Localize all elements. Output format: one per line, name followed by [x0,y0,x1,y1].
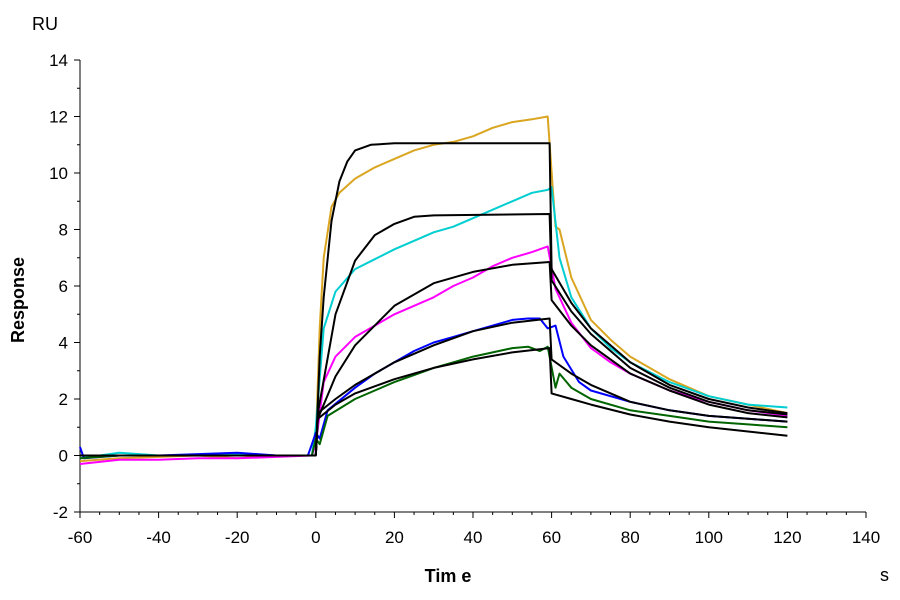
x-tick-label: -40 [146,528,171,547]
y-tick-label: 0 [59,447,68,466]
y-tick-label: 2 [59,390,68,409]
data-series-3 [79,245,788,465]
x-tick-label: 20 [385,528,404,547]
y-tick-label: 10 [49,164,68,183]
data-series-5 [79,345,788,460]
x-tick-label: -60 [68,528,93,547]
y-unit-label: RU [32,14,58,34]
curves [79,115,788,465]
y-axis-label: Response [8,257,28,343]
y-tick-label: 14 [49,51,68,70]
x-tick-label: 0 [311,528,320,547]
y-tick-label: 12 [49,108,68,127]
fit-curve-2 [314,213,788,456]
x-unit-label: s [880,565,889,585]
y-tick-label: 6 [59,277,68,296]
x-tick-label: 40 [464,528,483,547]
x-tick-label: 120 [773,528,801,547]
data-series-1 [79,115,788,463]
y-tick-label: -2 [53,503,68,522]
y-tick-label: 4 [59,334,68,353]
y-tick-label: 8 [59,221,68,240]
x-tick-label: 80 [621,528,640,547]
x-axis-label: Tim e [425,566,472,586]
fit-curve-3 [314,261,788,456]
x-tick-label: -20 [225,528,250,547]
fit-curve-4 [314,317,788,456]
x-tick-label: 140 [852,528,880,547]
data-series-4 [79,317,788,460]
x-tick-label: 100 [695,528,723,547]
x-tick-label: 60 [542,528,561,547]
fit-curve-1 [80,142,788,457]
fit-curve-5 [314,347,788,456]
